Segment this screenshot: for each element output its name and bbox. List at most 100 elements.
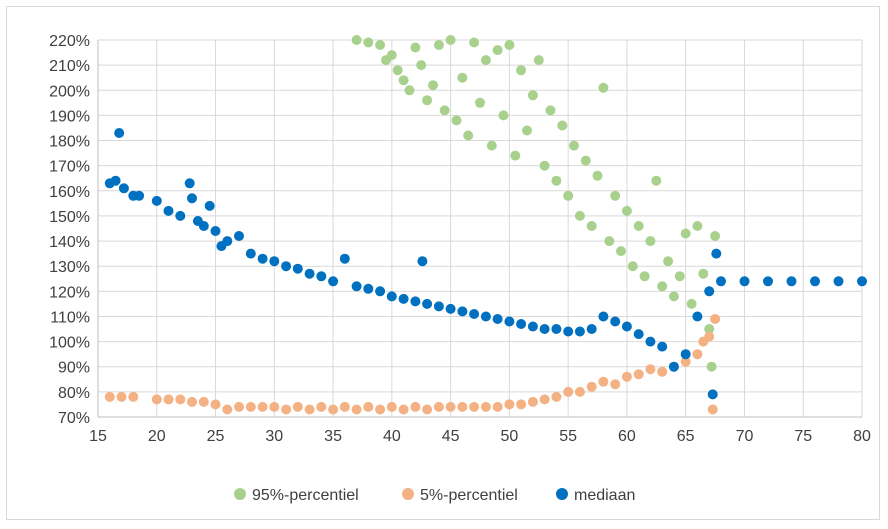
data-point: [633, 329, 644, 340]
data-point: [510, 150, 521, 161]
data-point: [604, 236, 615, 247]
x-tick-label: 20: [148, 428, 166, 445]
data-point: [592, 170, 603, 181]
data-point: [516, 319, 527, 329]
legend-marker: [234, 488, 246, 500]
data-point: [417, 256, 428, 267]
data-point: [469, 401, 480, 412]
data-point: [475, 97, 485, 108]
data-point: [410, 42, 421, 53]
data-point: [616, 246, 626, 257]
data-point: [269, 256, 280, 267]
y-tick-label: 180%: [49, 134, 90, 151]
data-point: [281, 404, 292, 415]
data-point: [492, 401, 503, 412]
data-point: [386, 50, 397, 61]
data-point: [563, 326, 574, 337]
data-point: [451, 115, 462, 126]
y-tick-label: 200%: [49, 83, 90, 100]
data-point: [351, 404, 362, 415]
data-point: [439, 105, 450, 116]
data-point: [422, 95, 433, 106]
data-point: [398, 404, 409, 415]
data-point: [198, 396, 209, 407]
data-point: [504, 399, 515, 410]
data-point: [657, 366, 668, 377]
data-point: [428, 80, 438, 91]
data-point: [114, 128, 125, 138]
data-point: [492, 314, 503, 324]
data-point: [557, 120, 568, 131]
x-tick-label: 30: [265, 428, 283, 445]
data-point: [680, 356, 691, 367]
data-point: [163, 205, 174, 216]
data-point: [711, 248, 722, 259]
data-point: [810, 276, 820, 287]
y-tick-label: 170%: [49, 159, 90, 176]
data-point: [707, 404, 718, 415]
x-tick-label: 75: [794, 428, 812, 445]
data-point: [204, 200, 215, 211]
data-point: [668, 291, 679, 302]
y-tick-label: 130%: [49, 259, 90, 276]
data-point: [175, 210, 186, 221]
data-point: [128, 391, 139, 402]
x-tick-label: 60: [618, 428, 636, 445]
data-point: [645, 364, 656, 375]
series-2: [104, 128, 867, 400]
data-point: [245, 401, 256, 412]
data-point: [433, 40, 444, 50]
data-point: [492, 45, 503, 56]
data-point: [551, 324, 562, 334]
legend: 95%-percentiel 5%-percentiel mediaan: [234, 487, 635, 504]
data-point: [480, 311, 491, 322]
y-tick-label: 120%: [49, 284, 90, 301]
data-point: [633, 221, 644, 231]
data-point: [198, 221, 209, 231]
data-point: [527, 90, 538, 101]
data-point: [433, 401, 444, 412]
data-point: [704, 324, 715, 334]
data-point: [692, 221, 703, 231]
data-point: [245, 248, 256, 259]
data-point: [716, 276, 726, 287]
data-point: [118, 183, 129, 194]
data-point: [710, 231, 721, 241]
data-point: [433, 301, 444, 312]
y-tick-label: 70%: [58, 410, 90, 427]
data-point: [621, 205, 632, 216]
data-point: [339, 401, 350, 412]
data-point: [680, 228, 691, 239]
data-point: [328, 276, 339, 287]
data-point: [445, 35, 456, 45]
data-point: [210, 226, 221, 236]
data-point: [104, 391, 115, 402]
data-point: [457, 72, 468, 83]
x-tick-label: 70: [736, 428, 754, 445]
data-point: [184, 178, 195, 189]
data-point: [663, 256, 674, 267]
data-point: [833, 276, 844, 287]
y-tick-label: 150%: [49, 209, 90, 226]
data-point: [610, 316, 621, 327]
data-point: [692, 311, 703, 322]
data-point: [627, 261, 638, 272]
data-point: [639, 271, 650, 282]
data-point: [445, 401, 456, 412]
x-tick-label: 15: [89, 428, 107, 445]
data-point: [486, 140, 497, 151]
data-point: [386, 401, 397, 412]
data-point: [621, 371, 632, 382]
data-point: [539, 394, 550, 405]
data-point: [316, 401, 327, 412]
data-point: [339, 253, 350, 264]
data-point: [351, 35, 362, 45]
data-point: [545, 105, 556, 116]
data-point: [151, 394, 162, 405]
data-point: [692, 349, 703, 360]
y-tick-label: 220%: [49, 33, 90, 50]
data-point: [569, 140, 579, 151]
legend-label: 95%-percentiel: [252, 487, 359, 504]
data-point: [210, 399, 221, 410]
data-point: [375, 40, 386, 50]
